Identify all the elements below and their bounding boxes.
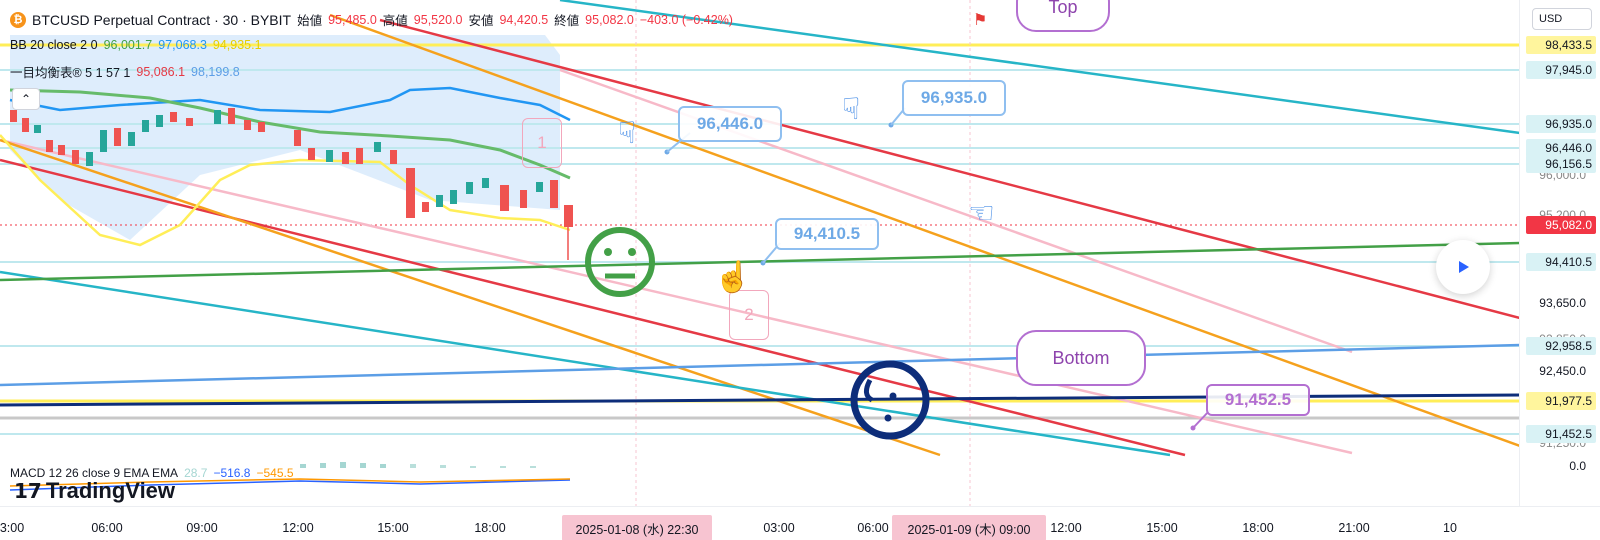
time-tick: 06:00: [91, 521, 123, 535]
open-value: 95,485.0: [328, 12, 377, 27]
bb-label: BB 20 close 2 0: [10, 38, 98, 52]
price-label: 95,082.0: [1526, 216, 1596, 234]
logo-text: TradingView: [45, 478, 176, 503]
time-tick: 12:00: [282, 521, 314, 535]
scroll-to-realtime-button[interactable]: [1436, 240, 1490, 294]
macd-hist-value: 28.7: [184, 466, 208, 480]
trendline-blue: [0, 343, 1520, 387]
macd-legend[interactable]: MACD 12 26 close 9 EMA EMA 28.7 −516.8 −…: [10, 466, 294, 480]
bb-lower-value: 94,935.1: [212, 38, 262, 52]
symbol-title[interactable]: BTCUSD Perpetual Contract · 30 · BYBIT: [32, 11, 292, 28]
play-icon: [1459, 261, 1469, 273]
price-scale[interactable]: USD 96,000.0 95,200.0 93,650.0 92,850.0 …: [1519, 0, 1600, 506]
price-label: 96,156.5: [1526, 155, 1596, 173]
red-flag-icon[interactable]: ⚑: [973, 12, 988, 29]
price-callout-96935[interactable]: 96,935.0: [902, 80, 1006, 116]
time-tick: 3:00: [0, 521, 25, 535]
trendline-cyan-top: [559, 0, 1520, 135]
tradingview-logo[interactable]: 17 TradingView: [14, 478, 175, 504]
time-tick: 06:00: [857, 521, 889, 535]
ichimoku-legend[interactable]: 一目均衡表® 5 1 57 1 95,086.1 98,199.8: [10, 62, 240, 81]
price-label: 94,410.5: [1526, 253, 1596, 271]
logo-mark: 17: [14, 479, 42, 503]
price-label: 98,433.5: [1526, 36, 1596, 54]
low-label: 安値: [468, 14, 494, 28]
trendline-red-top: [379, 18, 1520, 320]
bb-basis-line: [9, 88, 571, 180]
macd-signal-value: −545.5: [256, 466, 294, 480]
trendline-orange-top: [329, 13, 1520, 448]
time-tick: 10: [1443, 521, 1457, 535]
neutral-face-icon: [585, 227, 655, 297]
high-label: 高値: [382, 14, 408, 28]
price-callout-96446[interactable]: 96,446.0: [678, 106, 782, 142]
time-marker-2[interactable]: 2025-01-09 (木) 09:00: [892, 515, 1046, 540]
trendline-pink-2: [0, 138, 1353, 455]
bb-lower-line: [0, 134, 571, 247]
macd-histogram: [9, 462, 571, 491]
bb-upper-line: [9, 86, 571, 122]
time-tick: 21:00: [1338, 521, 1370, 535]
price-label: 96,935.0: [1526, 115, 1596, 133]
ichimoku-value-1: 95,086.1: [136, 64, 186, 79]
close-label: 終値: [554, 14, 580, 28]
trendline-orange-bottom: [0, 138, 941, 457]
price-label: 91,452.5: [1526, 425, 1596, 443]
ichimoku-label: 一目均衡表® 5 1 57 1: [10, 66, 131, 80]
pointing-hand-down-icon[interactable]: ☟: [842, 93, 861, 126]
open-label: 始値: [297, 14, 323, 28]
time-tick: 09:00: [186, 521, 218, 535]
pointing-hand-up-icon[interactable]: ☝: [714, 261, 752, 294]
close-value: 95,082.0: [585, 12, 634, 27]
bb-basis-value: 96,001.7: [103, 38, 153, 52]
low-value: 94,420.5: [499, 12, 549, 27]
speech-bubble-bottom[interactable]: Bottom: [1016, 330, 1146, 386]
time-tick: 15:00: [377, 521, 409, 535]
price-tick: 93,650.0: [1539, 296, 1586, 310]
bitcoin-icon: ₿: [10, 11, 26, 28]
time-tick: 18:00: [1242, 521, 1274, 535]
pointing-hand-left-icon[interactable]: ☜: [968, 197, 995, 230]
bb-legend[interactable]: BB 20 close 2 0 96,001.7 97,068.3 94,935…: [10, 38, 262, 52]
price-tick: 92,450.0: [1539, 364, 1586, 378]
bb-upper-value: 97,068.3: [158, 38, 207, 52]
price-callout-91452[interactable]: 91,452.5: [1206, 384, 1310, 416]
macd-line-value: −516.8: [213, 466, 251, 480]
trendline-green: [0, 241, 1520, 282]
price-label: 96,446.0: [1526, 139, 1596, 157]
time-tick: 03:00: [763, 521, 795, 535]
time-tick: 18:00: [474, 521, 506, 535]
candles: [10, 108, 573, 260]
chevron-up-icon[interactable]: ⌃: [12, 88, 40, 110]
price-label: 97,945.0: [1526, 61, 1596, 79]
symbol-legend: ₿ BTCUSD Perpetual Contract · 30 · BYBIT…: [10, 10, 733, 29]
sad-face-icon: [850, 360, 930, 440]
price-callout-94410[interactable]: 94,410.5: [775, 218, 879, 250]
high-value: 95,520.0: [413, 12, 463, 27]
macd-label: MACD 12 26 close 9 EMA EMA: [10, 466, 179, 480]
change-value: −403.0 (−0.42%): [639, 12, 733, 27]
speech-bubble-top[interactable]: Top: [1016, 0, 1110, 32]
pointing-hand-down-icon[interactable]: ☟: [618, 117, 637, 150]
ichimoku-value-2: 98,199.8: [191, 64, 240, 79]
time-tick: 12:00: [1050, 521, 1082, 535]
time-axis[interactable]: 3:00 06:00 09:00 12:00 15:00 18:00 03:00…: [0, 506, 1600, 540]
time-tick: 15:00: [1146, 521, 1178, 535]
wave-label-1[interactable]: 1: [522, 118, 562, 168]
currency-selector[interactable]: USD: [1532, 8, 1592, 30]
price-label: 92,958.5: [1526, 337, 1596, 355]
trendline-cyan-bottom: [0, 270, 1171, 457]
time-marker-1[interactable]: 2025-01-08 (水) 22:30: [562, 515, 712, 540]
wave-label-2[interactable]: 2: [729, 290, 769, 340]
trendline-red-bottom: [0, 158, 1186, 457]
price-label: 91,977.5: [1526, 392, 1596, 410]
price-tick: 0.0: [1569, 459, 1586, 473]
